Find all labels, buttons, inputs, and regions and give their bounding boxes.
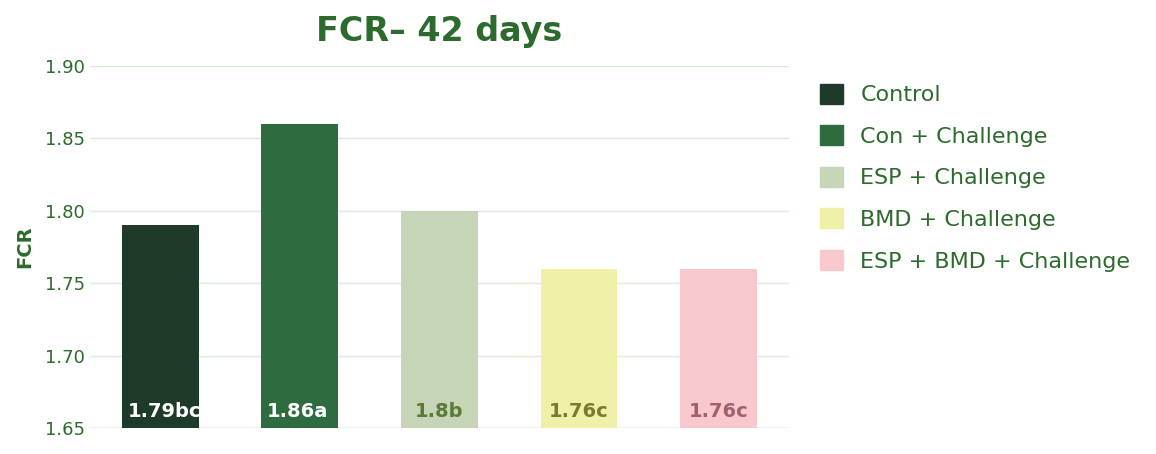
Text: 1.79bc: 1.79bc: [127, 402, 201, 421]
Text: 1.76c: 1.76c: [549, 402, 609, 421]
Text: 1.8b: 1.8b: [415, 402, 464, 421]
Legend: Control, Con + Challenge, ESP + Challenge, BMD + Challenge, ESP + BMD + Challeng: Control, Con + Challenge, ESP + Challeng…: [814, 77, 1138, 278]
Bar: [680, 269, 757, 428]
Title: FCR– 42 days: FCR– 42 days: [317, 15, 563, 48]
Text: 1.76c: 1.76c: [689, 402, 748, 421]
Bar: [401, 211, 477, 428]
Y-axis label: FCR: FCR: [15, 226, 34, 268]
Text: 1.86a: 1.86a: [267, 402, 328, 421]
Bar: [121, 225, 199, 428]
Bar: [261, 124, 339, 428]
Bar: [541, 269, 617, 428]
